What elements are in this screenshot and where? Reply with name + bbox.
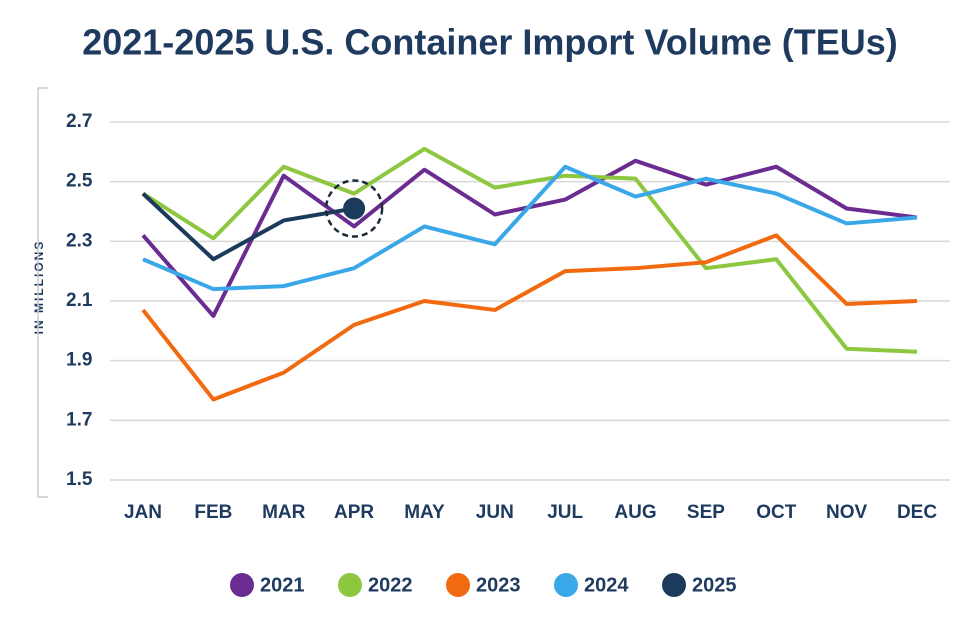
legend-label: 2021: [260, 574, 305, 596]
y-tick-label: 2.3: [66, 230, 92, 251]
legend-label: 2023: [476, 574, 521, 596]
x-tick-label: AUG: [614, 502, 656, 523]
y-tick-label: 1.5: [66, 469, 93, 490]
legend-swatch: [338, 573, 362, 597]
x-tick-label: JUL: [547, 502, 583, 523]
y-axis-label: IN MILLIONS: [32, 240, 46, 335]
highlight-point: [343, 197, 366, 220]
x-tick-label: SEP: [687, 502, 725, 523]
highlight-ring: [324, 179, 384, 238]
y-tick-label: 1.9: [66, 350, 92, 371]
x-tick-label: APR: [334, 502, 374, 523]
legend-swatch: [662, 573, 686, 597]
x-tick-label: JUN: [476, 502, 514, 523]
chart-title: 2021-2025 U.S. Container Import Volume (…: [82, 22, 898, 63]
line-series: [141, 233, 918, 402]
legend-label: 2024: [584, 574, 629, 596]
legend-label: 2022: [368, 574, 413, 596]
x-tick-label: DEC: [897, 502, 937, 523]
y-tick-label: 2.5: [66, 171, 93, 192]
y-tick-label: 2.7: [66, 111, 92, 132]
y-tick-label: 2.1: [66, 290, 93, 311]
x-tick-label: OCT: [756, 502, 797, 523]
legend-swatch: [446, 573, 470, 597]
x-tick-label: MAY: [404, 502, 445, 523]
line-series: [141, 146, 918, 354]
x-tick-label: FEB: [194, 502, 232, 523]
x-tick-label: NOV: [826, 502, 868, 523]
line-series: [141, 192, 355, 262]
line-series: [142, 164, 918, 292]
y-tick-label: 1.7: [66, 409, 92, 430]
legend-label: 2025: [692, 574, 737, 596]
legend-swatch: [230, 573, 254, 597]
x-tick-label: MAR: [262, 502, 306, 523]
legend-swatch: [554, 573, 578, 597]
axis-bracket: [37, 87, 48, 498]
x-tick-label: JAN: [124, 502, 162, 523]
